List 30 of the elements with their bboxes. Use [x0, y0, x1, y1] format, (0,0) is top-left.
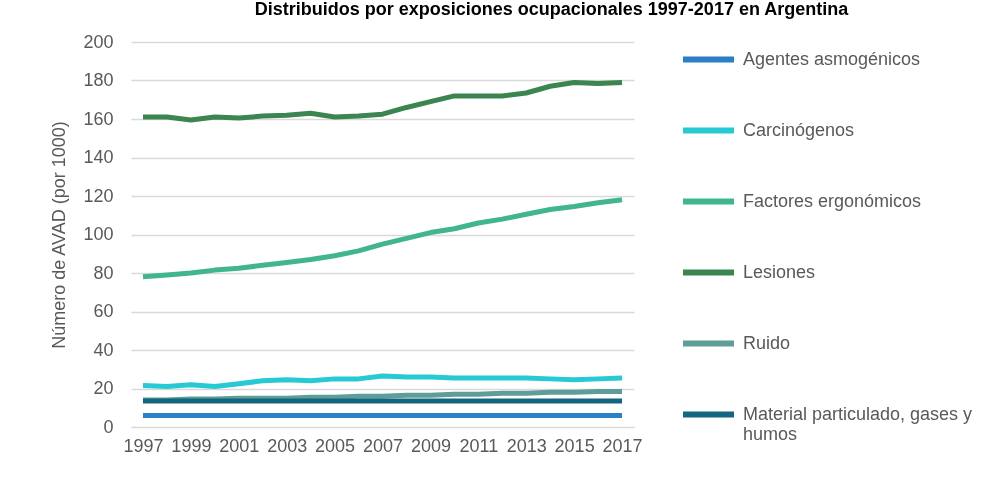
- y-tick-label: 160: [83, 108, 114, 129]
- x-tick-label: 2001: [219, 435, 260, 456]
- y-tick-label: 60: [93, 301, 114, 321]
- legend-label: Lesiones: [743, 261, 816, 282]
- legend-label: Carcinógenos: [743, 119, 855, 140]
- x-tick-label: 1997: [123, 435, 164, 456]
- y-tick-label: 80: [93, 262, 114, 283]
- x-tick-label: 2007: [362, 435, 404, 456]
- chart-title: Distribuidos por exposiciones ocupacionales 1997-2017 en Argentina: [254, 0, 850, 19]
- x-tick-label: 2005: [315, 435, 356, 456]
- x-tick-label: 2015: [554, 435, 595, 456]
- y-tick-label: 180: [83, 70, 114, 90]
- y-tick-label: 200: [83, 31, 114, 52]
- y-tick-label: 140: [83, 147, 114, 167]
- y-tick-label: 0: [103, 416, 114, 437]
- x-tick-label: 2011: [459, 435, 499, 456]
- y-tick-label: 20: [93, 378, 114, 398]
- legend-label: Material particulado, gases y humos: [743, 403, 973, 444]
- legend-label: Ruido: [743, 332, 791, 353]
- x-tick-label: 1999: [171, 435, 212, 456]
- x-tick-label: 2009: [410, 435, 451, 456]
- legend-label: Factores ergonómicos: [743, 190, 922, 211]
- y-tick-label: 100: [83, 224, 114, 244]
- legend-label: Agentes asmogénicos: [743, 48, 921, 69]
- y-axis-title: Número de AVAD (por 1000): [49, 121, 70, 349]
- y-tick-label: 120: [83, 185, 114, 206]
- y-tick-label: 40: [93, 339, 114, 360]
- x-tick-label: 2003: [267, 435, 308, 456]
- x-tick-label: 2017: [602, 435, 643, 456]
- x-tick-label: 2013: [506, 435, 547, 456]
